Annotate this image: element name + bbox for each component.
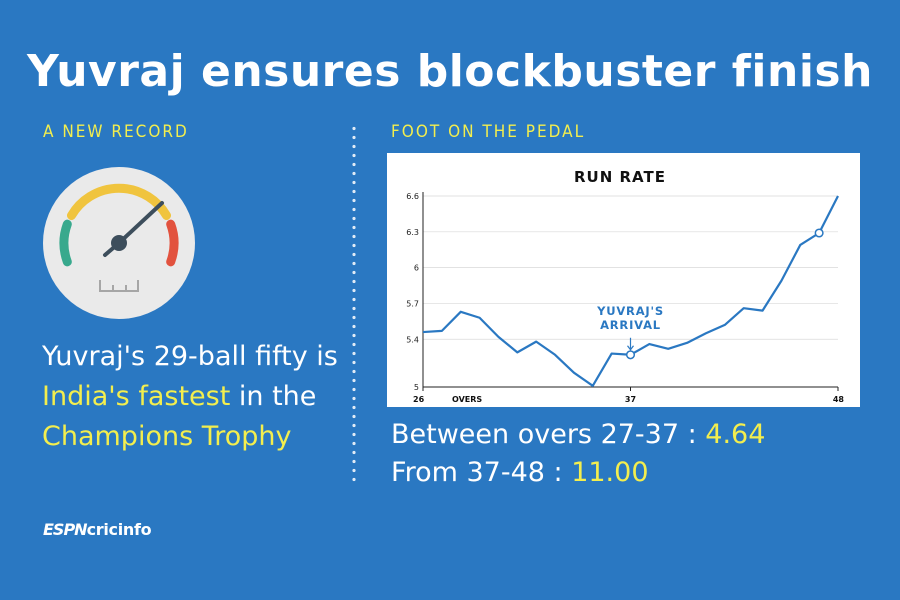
logo-espn: ESPN [43,520,88,539]
run-rate-chart: RUN RATE 5 5.4 5.7 6 6.3 6.6 26 37 48 OVERS YUV… [406,168,845,404]
stat-label: Between overs 27-37 : [391,419,706,450]
stat-value: 4.64 [705,419,766,450]
stat-label: From 37-48 : [391,457,572,488]
y-tick-label: 6 [414,264,419,273]
y-tick-label: 5 [414,383,419,392]
annotation-label: ARRIVAL [600,318,661,332]
stat-value: 11.00 [571,457,649,488]
y-tick-label: 5.7 [406,299,419,308]
record-section-label: A NEW RECORD [43,122,189,142]
speedometer-icon [43,167,195,319]
x-tick-label: 26 [413,395,425,404]
record-text: Yuvraj's 29-ball fifty is India's fastes… [42,337,342,457]
rate-stats: Between overs 27-37 : 4.64 From 37-48 : … [391,416,861,492]
stat-row: Between overs 27-37 : 4.64 [391,416,861,454]
record-text-highlight: Champions Trophy [42,421,292,452]
dotted-divider [352,124,356,484]
data-marker [625,350,636,360]
x-tick-label: 48 [833,395,845,404]
record-text-part: Yuvraj's 29-ball fifty is [42,341,338,372]
y-tick-label: 6.3 [406,228,419,237]
chart-title: RUN RATE [574,168,666,186]
record-text-highlight: India's fastest [42,381,231,412]
y-tick-label: 5.4 [406,335,419,344]
data-marker [814,228,824,238]
annotation-arrowhead [627,345,634,351]
x-axis-label: OVERS [452,395,482,404]
annotation-label: YUVRAJ'S [596,304,664,318]
record-text-part: in the [230,381,317,412]
page-title: Yuvraj ensures blockbuster finish [27,46,873,97]
y-tick-label: 6.6 [406,192,419,201]
stat-row: From 37-48 : 11.00 [391,454,861,492]
pedal-section-label: FOOT ON THE PEDAL [391,122,586,142]
x-tick-label: 37 [625,395,636,404]
espncricinfo-logo: ESPNcricinfo [43,520,152,539]
logo-cricinfo: cricinfo [86,520,152,539]
run-rate-chart-panel: RUN RATE 5 5.4 5.7 6 6.3 6.6 26 37 48 OVERS YUV… [387,153,860,407]
